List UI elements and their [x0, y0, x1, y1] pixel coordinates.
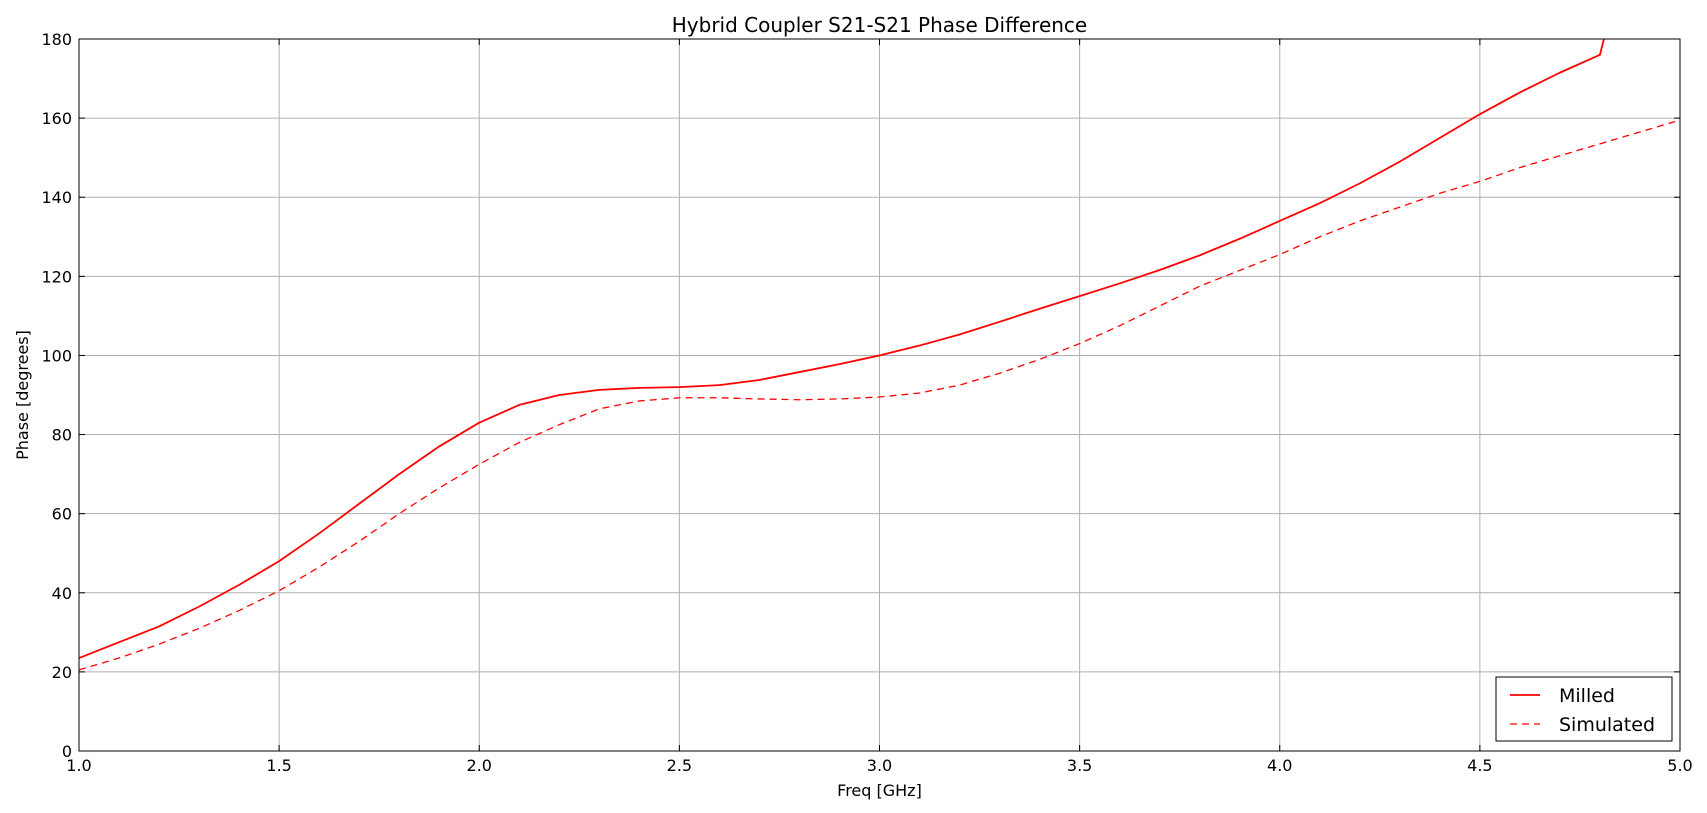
y-tick-label: 60	[52, 505, 72, 524]
series-line-milled	[78, 38, 1605, 659]
x-tick-label: 4.0	[1267, 756, 1292, 775]
x-tick-label: 3.0	[867, 756, 892, 775]
series-line-simulated	[78, 119, 1681, 671]
y-tick-label: 140	[41, 188, 72, 207]
x-tick-label: 3.5	[1067, 756, 1092, 775]
y-tick-label: 40	[52, 584, 72, 603]
y-tick-label: 80	[52, 426, 72, 445]
y-tick-label: 0	[62, 742, 72, 761]
x-tick-label: 2.0	[467, 756, 492, 775]
legend: Milled Simulated	[1495, 676, 1673, 742]
legend-label-simulated: Simulated	[1559, 714, 1655, 736]
y-tick-label: 100	[41, 346, 72, 365]
x-tick-label: 2.5	[667, 756, 692, 775]
y-tick-label: 160	[41, 109, 72, 128]
series-layer	[78, 38, 1681, 671]
chart-title: Hybrid Coupler S21-S21 Phase Difference	[672, 13, 1087, 37]
x-axis-title: Freq [GHz]	[837, 781, 922, 800]
legend-label-milled: Milled	[1559, 685, 1615, 707]
y-tick-label: 20	[52, 663, 72, 682]
y-tick-label: 180	[41, 30, 72, 49]
y-tick-label: 120	[41, 267, 72, 286]
y-axis-title: Phase [degrees]	[13, 330, 32, 460]
grid-layer	[78, 38, 1681, 752]
x-tick-label: 4.5	[1467, 756, 1492, 775]
x-tick-label: 1.0	[66, 756, 91, 775]
x-tick-label: 1.5	[266, 756, 291, 775]
tick-layer: 1.0 1.5 2.0 2.5 3.0 3.5 4.0 4.5 5.0 0 20 40 60 80 100 1…	[41, 30, 1692, 775]
x-tick-label: 5.0	[1667, 756, 1692, 775]
legend-box	[1495, 676, 1673, 742]
